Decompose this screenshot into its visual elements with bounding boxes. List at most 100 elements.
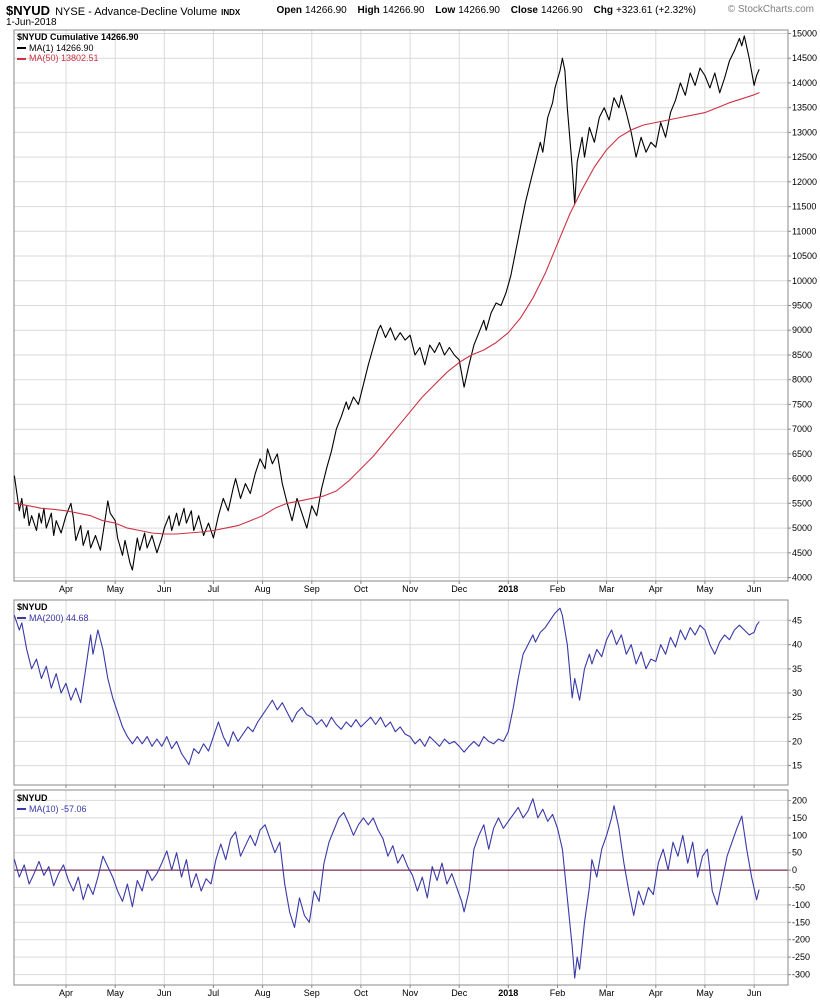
chart-panel-2: 15 20 25 30 35 40 45 <box>13 599 802 788</box>
x-axis-label: Oct <box>354 988 369 998</box>
y-axis-label: 200 <box>792 795 807 805</box>
ma10-panel-legend: $NYUD MA(10) -57.06 <box>17 793 87 814</box>
y-axis-label: 13000 <box>792 127 817 137</box>
y-axis-label: 15 <box>792 761 802 771</box>
y-axis-label: 45 <box>792 615 802 625</box>
y-axis-label: 150 <box>792 813 807 823</box>
high-value: 14266.90 <box>382 5 425 16</box>
x-axis-label: Feb <box>550 584 566 594</box>
ma10-line-swatch <box>17 808 26 811</box>
page-title: NYSE - Advance-Decline Volume <box>55 6 218 18</box>
open-label: Open <box>276 5 303 16</box>
y-axis-label: 13500 <box>792 103 817 113</box>
ma200-panel-legend: $NYUD MA(200) 44.68 <box>17 602 89 623</box>
legend-ma50: MA(50) 13802.51 <box>17 53 139 64</box>
legend-symbol-p3: $NYUD <box>17 793 48 803</box>
close-value: 14266.90 <box>540 5 583 16</box>
chart-panel-1: 4000 4500 5000 5500 6000 6500 7000 7500 8000 8500… <box>13 29 817 594</box>
x-axis-label: Jun <box>747 584 762 594</box>
series-line-MA10 <box>13 798 760 979</box>
legend-ma10: MA(10) -57.06 <box>17 804 87 815</box>
y-axis-label: 7500 <box>792 399 812 409</box>
high-label: High <box>357 5 380 16</box>
y-axis-label: 30 <box>792 688 802 698</box>
y-axis-label: 9500 <box>792 301 812 311</box>
y-axis-label: 12500 <box>792 152 817 162</box>
y-axis-label: 50 <box>792 848 802 858</box>
y-axis-label: 4500 <box>792 548 812 558</box>
x-axis-label: May <box>107 988 125 998</box>
y-axis-label: 4000 <box>792 573 812 583</box>
y-axis-label: 5500 <box>792 498 812 508</box>
exchange-tag: INDX <box>221 8 241 17</box>
x-axis-label: Oct <box>354 584 369 594</box>
y-axis-label: -150 <box>792 917 810 927</box>
y-axis-label: 100 <box>792 830 807 840</box>
y-axis-label: 6500 <box>792 449 812 459</box>
x-axis-label: Mar <box>599 988 615 998</box>
y-axis-label: 11500 <box>792 202 816 212</box>
y-axis-label: 14500 <box>792 53 817 63</box>
x-axis-label: May <box>696 988 714 998</box>
y-axis-label: 0 <box>792 865 797 875</box>
y-axis-label: 7000 <box>792 424 812 434</box>
plot-border <box>13 29 789 582</box>
open-value: 14266.90 <box>305 5 347 16</box>
y-axis-label: 20 <box>792 736 802 746</box>
x-axis-label: Nov <box>402 584 419 594</box>
x-axis-label: Aug <box>255 584 271 594</box>
x-axis-label: Jun <box>157 988 172 998</box>
y-axis-label: 14000 <box>792 78 817 88</box>
series-line-NYUD-cumulative-MA1 <box>13 35 760 571</box>
ma200-line-swatch <box>17 617 26 620</box>
x-axis-label: 2018 <box>498 584 518 594</box>
x-axis-label: Nov <box>402 988 419 998</box>
symbol-label: $NYUD <box>6 3 51 18</box>
series-line-MA200 <box>13 607 760 766</box>
x-axis-label: Jul <box>208 988 220 998</box>
low-value: 14266.90 <box>458 5 500 16</box>
low-label: Low <box>435 5 456 16</box>
y-axis-label: 10500 <box>792 251 817 261</box>
y-axis-label: 10000 <box>792 276 817 286</box>
y-axis-label: -200 <box>792 935 810 945</box>
close-label: Close <box>510 5 538 16</box>
y-axis-label: -250 <box>792 952 810 962</box>
plot-border <box>13 789 789 986</box>
y-axis-label: 8000 <box>792 375 812 385</box>
x-axis-label: Jun <box>747 988 762 998</box>
x-axis-label: Sep <box>304 584 320 594</box>
x-axis-label: Jul <box>208 584 220 594</box>
x-axis-label: Jun <box>157 584 172 594</box>
y-axis-label: 9000 <box>792 325 812 335</box>
legend-ma1: MA(1) 14266.90 <box>17 43 139 54</box>
chart-date: 1-Jun-2018 <box>6 17 57 28</box>
x-axis-label: Feb <box>550 988 566 998</box>
x-axis-label: Aug <box>255 988 271 998</box>
chart-panel-3: -300 -250 -200 -150 -100 -50 0 50 100 150 200 Apr Ma… <box>13 789 810 998</box>
x-axis-label: Apr <box>649 988 663 998</box>
x-axis-label: Apr <box>649 584 663 594</box>
x-axis-label: May <box>696 584 714 594</box>
series-line-MA50 <box>13 92 760 535</box>
y-axis-label: -50 <box>792 883 805 893</box>
main-panel-legend: $NYUD Cumulative 14266.90 MA(1) 14266.90… <box>17 32 139 64</box>
y-axis-label: -100 <box>792 900 810 910</box>
x-axis-label: Apr <box>59 988 73 998</box>
y-axis-label: 12000 <box>792 177 817 187</box>
chart-header-title: $NYUD NYSE - Advance-Decline Volume INDX <box>6 3 240 18</box>
y-axis-label: -300 <box>792 970 810 980</box>
y-axis-label: 35 <box>792 664 802 674</box>
x-axis-label: May <box>107 584 125 594</box>
y-axis-label: 25 <box>792 712 802 722</box>
stockcharts-copyright: © StockCharts.com <box>727 4 814 15</box>
y-axis-label: 5000 <box>792 523 812 533</box>
legend-cumulative: $NYUD Cumulative 14266.90 <box>17 32 139 42</box>
x-axis-label: Apr <box>59 584 73 594</box>
y-axis-label: 8500 <box>792 350 812 360</box>
x-axis-label: 2018 <box>498 988 518 998</box>
chg-label: Chg <box>593 5 613 16</box>
x-axis-label: Mar <box>599 584 615 594</box>
